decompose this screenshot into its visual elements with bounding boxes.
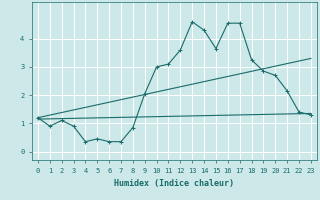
X-axis label: Humidex (Indice chaleur): Humidex (Indice chaleur) — [115, 179, 234, 188]
